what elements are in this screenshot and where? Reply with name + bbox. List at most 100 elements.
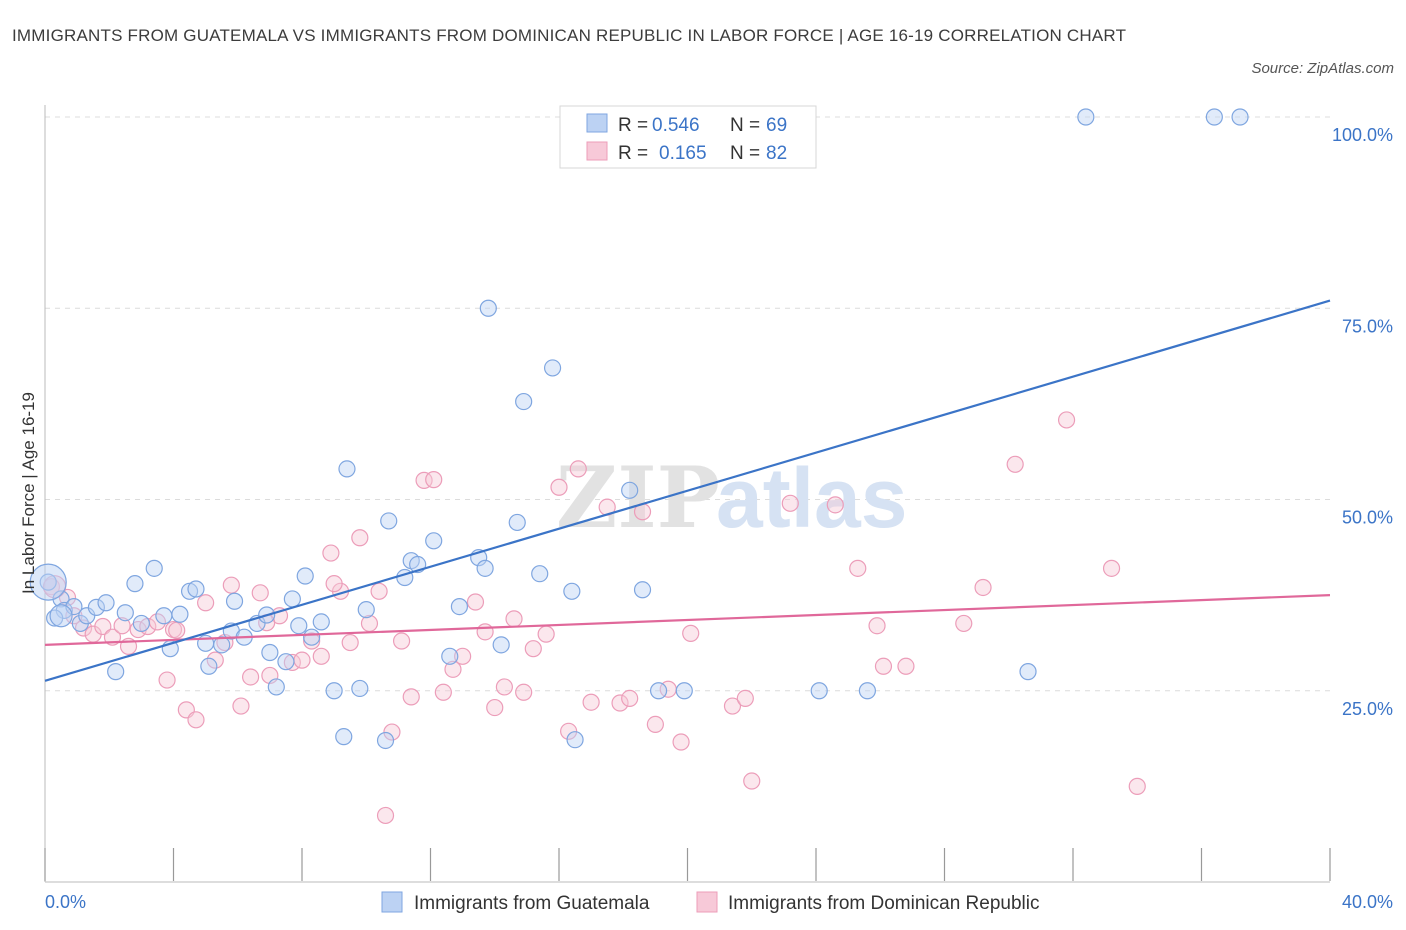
guatemala-point [97,594,115,612]
dominican-point [495,678,513,696]
series-legend-label-guatemala: Immigrants from Guatemala [414,893,650,914]
guatemala-point [531,565,549,583]
guatemala-point [155,607,173,625]
series-legend: Immigrants from Guatemala Immigrants fro… [381,891,1040,914]
guatemala-point [267,678,285,696]
guatemala-point [338,460,356,478]
y-tick-label: 75.0% [1342,316,1393,336]
guatemala-point [312,613,330,631]
guatemala-point [543,359,562,377]
guatemala-point [563,582,581,600]
dominican-point [1102,559,1121,577]
dominican-point [232,697,250,715]
legend-n-value-2: 82 [766,143,787,164]
guatemala-point [296,567,314,585]
dominican-point [515,683,533,701]
guatemala-point [492,636,510,654]
guatemala-point [1205,108,1223,126]
chart-title: IMMIGRANTS FROM GUATEMALA VS IMMIGRANTS … [12,26,1127,45]
guatemala-point [303,628,321,646]
guatemala-point-large [29,563,67,601]
dominican-point [486,698,504,717]
dominican-point [454,647,472,665]
dominican-point [476,623,494,641]
dominican-points [42,411,1146,825]
dominican-point [351,529,369,547]
y-tick-label: 25.0% [1342,699,1393,719]
dominican-point [868,617,886,635]
dominican-point [974,578,992,597]
guatemala-trend-line [44,299,1331,682]
legend-n-label-2: N = [730,143,760,164]
watermark-zip: ZIP [556,448,720,547]
dominican-point [569,460,587,478]
dominican-point [242,668,260,686]
guatemala-point [357,601,375,619]
guatemala-point [200,657,218,675]
guatemala-point [325,682,343,700]
axis-labels: 25.0% 50.0% 75.0% 100.0% 0.0% 40.0% [45,125,1393,912]
legend-n-value-1: 69 [766,115,787,136]
dominican-point [312,647,330,665]
guatemala-point [675,682,693,700]
guatemala-point-medium [49,604,73,628]
guatemala-point [283,590,301,608]
dominican-point [550,478,568,496]
guatemala-point [1231,108,1249,126]
guatemala-point [810,682,828,700]
series-legend-swatch-guatemala [381,891,403,913]
dominican-point [370,582,388,600]
dominican-point [621,689,639,708]
dominican-point [158,671,176,689]
guatemala-point [171,605,189,623]
dominican-point [682,624,700,642]
dominican-point [611,694,629,712]
guatemala-point [649,682,668,700]
dominican-point [524,640,542,658]
guatemala-point [145,559,163,577]
legend-r-label-1: R = [618,115,648,136]
series-legend-label-dominican: Immigrants from Dominican Republic [728,893,1040,914]
legend-r-label-2: R = [618,143,648,164]
guatemala-point [116,604,134,622]
x-tick-label-min: 0.0% [45,892,86,912]
legend-r-value-2: 0.165 [659,143,707,164]
dominican-point [826,496,844,514]
dominican-point [415,471,433,489]
dominican-point [168,621,186,639]
dominican-point [251,584,269,602]
y-tick-label: 100.0% [1332,125,1393,145]
dominican-point [444,660,462,678]
watermark-atlas: atlas [716,451,907,545]
guatemala-point [290,617,308,635]
guatemala-point [187,580,205,598]
source-label: Source: ZipAtlas.com [1251,60,1394,77]
dominican-point [723,697,742,715]
dominican-point [955,614,973,633]
guatemala-point [515,392,533,411]
guatemala-point [277,653,295,671]
guatemala-point [351,679,369,698]
dominican-point [341,633,359,652]
legend-r-value-1: 0.546 [652,115,700,136]
dominican-point [897,657,915,675]
guatemala-point [87,598,106,616]
guatemala-point [508,513,526,532]
dominican-point [434,683,452,701]
guatemala-point [476,559,494,577]
guatemala-point [858,682,877,700]
dominican-point [849,559,867,577]
guatemala-point [126,575,144,593]
dominican-point [197,594,215,612]
dominican-point [874,657,893,675]
stats-legend: R = 0.546 N = 69 R = 0.165 N = 82 [559,105,817,169]
dominican-point [113,617,131,635]
guatemala-point [132,614,150,633]
dominican-point [505,610,523,628]
legend-swatch-guatemala [586,113,608,133]
series-legend-swatch-dominican [696,891,718,913]
guatemala-point [107,663,125,681]
guatemala-point [335,728,353,746]
y-tick-label: 50.0% [1342,508,1393,528]
